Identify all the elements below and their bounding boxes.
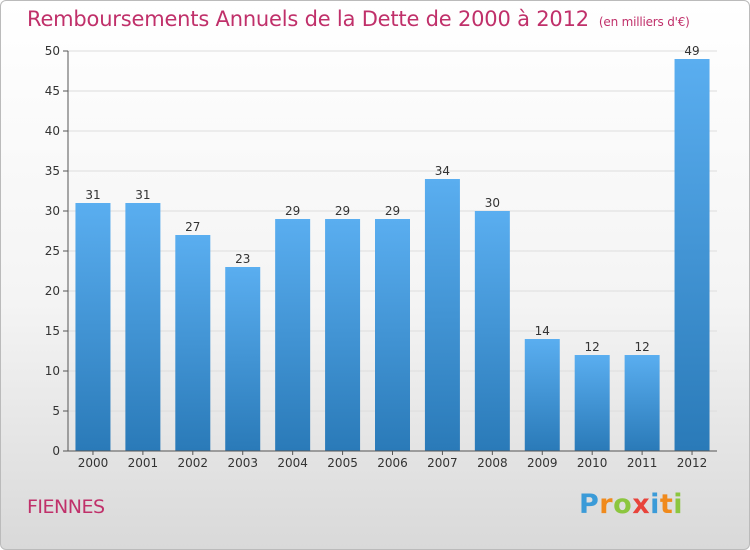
- data-label: 31: [85, 188, 100, 202]
- y-tick-label: 20: [45, 284, 60, 298]
- bar: [375, 219, 410, 451]
- bar: [624, 355, 660, 451]
- bar: [275, 219, 311, 451]
- logo-letter: i: [673, 489, 684, 520]
- bar: [325, 219, 361, 451]
- y-tick-label: 40: [45, 124, 60, 138]
- x-tick-label: 2011: [627, 456, 658, 470]
- chart-title-text: Remboursements Annuels de la Dette de 20…: [27, 7, 589, 31]
- y-tick-label: 0: [52, 444, 60, 458]
- x-tick-label: 2006: [377, 456, 408, 470]
- bar: [175, 235, 211, 451]
- x-tick-label: 2002: [178, 456, 209, 470]
- data-label: 23: [235, 252, 250, 266]
- y-tick-label: 35: [45, 164, 60, 178]
- data-label: 31: [135, 188, 150, 202]
- logo-letter: i: [650, 489, 660, 520]
- x-tick-label: 2000: [78, 456, 109, 470]
- y-tick-label: 30: [45, 204, 60, 218]
- x-tick-label: 2010: [577, 456, 608, 470]
- x-tick-label: 2005: [327, 456, 358, 470]
- data-label: 29: [335, 204, 350, 218]
- bar: [424, 179, 460, 451]
- data-label: 27: [185, 220, 200, 234]
- x-tick-label: 2004: [277, 456, 308, 470]
- x-tick-label: 2012: [677, 456, 708, 470]
- bar: [75, 203, 111, 451]
- data-label: 14: [535, 324, 550, 338]
- data-label: 12: [634, 340, 649, 354]
- y-tick-label: 10: [45, 364, 60, 378]
- commune-name: FIENNES: [27, 496, 105, 518]
- data-label: 30: [485, 196, 500, 210]
- y-tick-label: 45: [45, 84, 60, 98]
- bar: [225, 267, 261, 451]
- bar: [125, 203, 161, 451]
- data-label: 29: [285, 204, 300, 218]
- logo-letter: t: [659, 489, 674, 520]
- chart-title: Remboursements Annuels de la Dette de 20…: [27, 7, 690, 31]
- proxiti-logo[interactable]: Proxiti: [579, 489, 683, 520]
- x-tick-label: 2008: [477, 456, 508, 470]
- bar: [524, 339, 560, 451]
- logo-letter: P: [579, 489, 600, 520]
- x-tick-label: 2003: [227, 456, 258, 470]
- y-tick-label: 5: [52, 404, 60, 418]
- logo-letter: r: [599, 489, 614, 520]
- bar: [474, 211, 510, 451]
- y-tick-label: 50: [45, 44, 60, 58]
- x-tick-label: 2007: [427, 456, 458, 470]
- bar: [674, 59, 710, 451]
- data-label: 34: [435, 164, 450, 178]
- chart-unit: (en milliers d'€): [598, 15, 690, 29]
- y-tick-label: 15: [45, 324, 60, 338]
- logo-letter: x: [632, 489, 651, 520]
- logo-letter: o: [613, 489, 633, 520]
- bar: [574, 355, 610, 451]
- data-label: 12: [585, 340, 600, 354]
- y-tick-label: 25: [45, 244, 60, 258]
- data-label: 49: [684, 44, 699, 58]
- x-tick-label: 2001: [128, 456, 159, 470]
- data-label: 29: [385, 204, 400, 218]
- x-tick-label: 2009: [527, 456, 558, 470]
